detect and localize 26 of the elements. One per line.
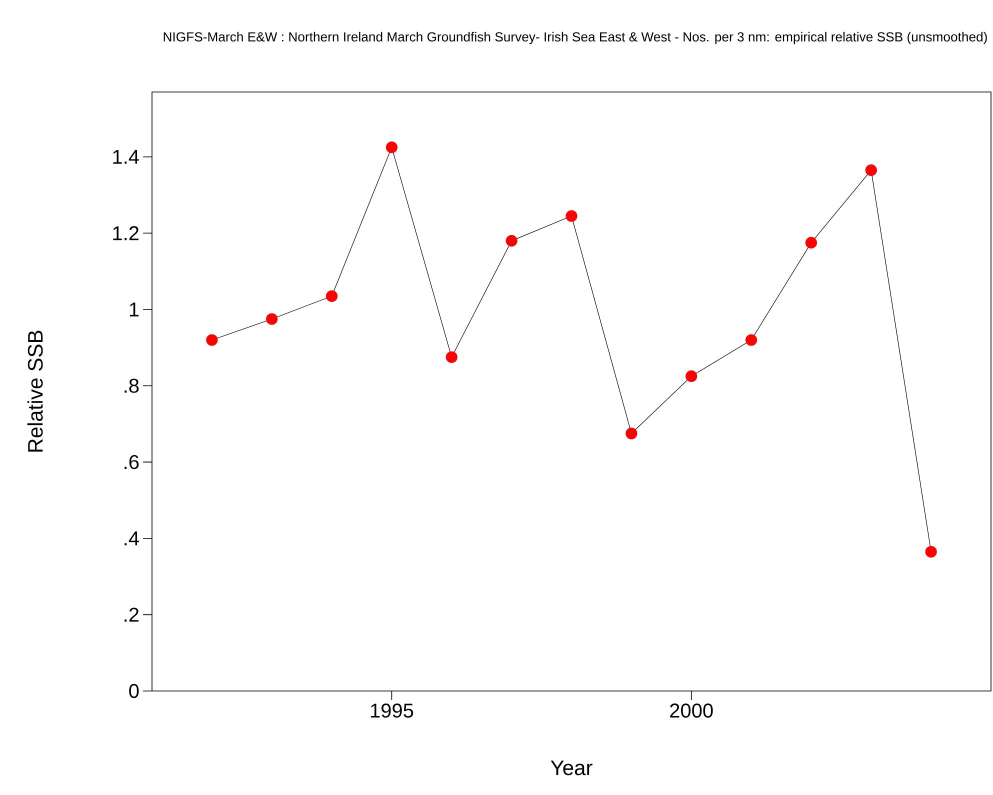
point xyxy=(805,236,818,248)
point xyxy=(266,313,278,325)
point xyxy=(925,546,937,558)
x-tick-label: 1995 xyxy=(370,704,414,718)
point xyxy=(626,428,638,440)
y-tick-label: .2 xyxy=(124,608,139,622)
y-tick-label: .4 xyxy=(124,532,139,546)
point xyxy=(386,142,398,154)
y-tick-label: .6 xyxy=(124,455,139,470)
point xyxy=(865,164,877,176)
y-tick-label: 0 xyxy=(129,684,139,698)
y-tick-label: 1 xyxy=(130,302,139,316)
y-axis-title: Relative SSB xyxy=(27,330,43,452)
point xyxy=(745,334,758,346)
point xyxy=(566,210,578,222)
chart-title: NIGFS-March E&W : Northern Ireland March Groundfish Survey- Irish Sea East & West - Nos. per 3 nm: empirical relative SSB (unsmoothed) xyxy=(164,32,987,44)
point xyxy=(506,234,518,247)
x-tick-label: 2000 xyxy=(670,704,713,718)
point xyxy=(446,351,458,363)
point xyxy=(206,334,218,346)
point xyxy=(326,290,338,302)
y-tick-label: .8 xyxy=(124,378,139,393)
x-axis-title: Year xyxy=(550,760,592,776)
y-tick-label: 1.2 xyxy=(113,226,139,240)
y-tick-label: 1.4 xyxy=(113,150,139,164)
point xyxy=(686,370,698,382)
